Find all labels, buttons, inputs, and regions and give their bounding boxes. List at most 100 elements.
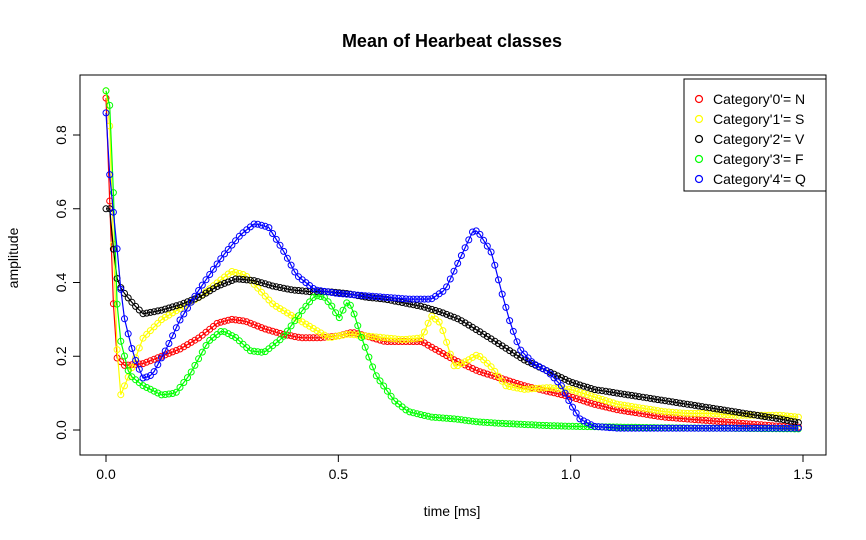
data-point bbox=[369, 363, 377, 371]
data-point bbox=[395, 335, 402, 343]
data-point bbox=[184, 341, 191, 349]
data-point bbox=[646, 394, 654, 402]
data-point bbox=[539, 421, 547, 429]
data-point bbox=[513, 351, 521, 359]
data-point bbox=[554, 422, 562, 430]
data-point bbox=[221, 328, 228, 336]
data-point bbox=[450, 313, 458, 321]
data-point bbox=[324, 298, 332, 306]
data-point bbox=[587, 421, 595, 429]
legend-label: Category'3'= F bbox=[713, 151, 804, 167]
data-point bbox=[258, 324, 265, 332]
data-point bbox=[639, 393, 647, 401]
data-point bbox=[561, 375, 569, 383]
data-point bbox=[343, 330, 351, 338]
data-point bbox=[465, 356, 473, 364]
data-point bbox=[750, 424, 758, 432]
data-point bbox=[765, 413, 773, 421]
data-point bbox=[158, 306, 165, 314]
data-point bbox=[720, 406, 728, 414]
data-point bbox=[791, 424, 799, 432]
data-point bbox=[280, 247, 288, 255]
data-point bbox=[398, 336, 406, 343]
data-point bbox=[683, 409, 691, 417]
data-point bbox=[269, 230, 277, 237]
data-point bbox=[313, 327, 321, 335]
data-point bbox=[502, 303, 510, 311]
data-point bbox=[594, 386, 602, 394]
y-tick-label: 0.6 bbox=[53, 199, 69, 219]
data-point bbox=[717, 424, 725, 432]
data-point bbox=[557, 382, 565, 390]
data-point bbox=[139, 334, 147, 342]
data-point bbox=[561, 389, 569, 397]
data-point bbox=[387, 334, 395, 342]
data-point bbox=[169, 390, 177, 397]
data-point bbox=[402, 299, 410, 307]
data-point bbox=[661, 397, 669, 405]
data-point bbox=[165, 390, 173, 398]
data-point bbox=[424, 295, 432, 303]
data-point bbox=[124, 294, 132, 302]
data-point bbox=[587, 392, 595, 400]
data-point bbox=[150, 355, 158, 363]
data-point bbox=[483, 419, 491, 426]
data-point bbox=[158, 354, 165, 362]
data-point bbox=[224, 316, 232, 324]
data-point bbox=[617, 390, 625, 398]
data-point bbox=[583, 398, 591, 406]
data-point bbox=[576, 388, 584, 396]
data-point bbox=[424, 412, 432, 420]
data-point bbox=[113, 346, 121, 354]
data-point bbox=[117, 391, 125, 399]
data-point bbox=[295, 333, 302, 341]
data-point bbox=[269, 282, 277, 290]
data-point bbox=[139, 374, 147, 382]
data-point bbox=[495, 340, 502, 348]
data-point bbox=[109, 208, 117, 216]
data-point bbox=[287, 322, 295, 330]
data-point bbox=[187, 298, 195, 306]
data-point bbox=[635, 404, 643, 412]
data-point bbox=[180, 343, 188, 351]
data-point bbox=[213, 260, 221, 268]
data-point bbox=[498, 342, 506, 350]
data-point bbox=[457, 252, 465, 259]
data-point bbox=[254, 322, 262, 330]
data-point bbox=[269, 327, 277, 335]
data-point bbox=[443, 414, 451, 422]
data-point bbox=[265, 281, 273, 289]
legend-marker bbox=[694, 134, 704, 144]
data-point bbox=[139, 310, 147, 318]
data-point bbox=[395, 294, 402, 302]
data-point bbox=[713, 410, 721, 418]
data-point bbox=[202, 276, 210, 284]
data-point bbox=[432, 307, 439, 314]
data-point bbox=[420, 328, 428, 336]
data-point bbox=[691, 401, 699, 409]
data-point bbox=[706, 424, 713, 432]
data-point bbox=[358, 291, 365, 299]
data-point bbox=[387, 392, 395, 400]
data-point bbox=[491, 419, 499, 427]
data-point bbox=[187, 338, 195, 346]
x-tick-label: 1.0 bbox=[561, 466, 581, 482]
series-4 bbox=[102, 109, 802, 432]
data-point bbox=[724, 424, 732, 432]
data-point bbox=[561, 422, 569, 430]
data-point bbox=[117, 285, 125, 293]
data-point bbox=[706, 404, 713, 412]
data-point bbox=[728, 424, 736, 432]
data-point bbox=[472, 326, 480, 334]
data-point bbox=[709, 410, 717, 418]
series-2 bbox=[102, 205, 802, 427]
data-point bbox=[576, 396, 584, 404]
data-point bbox=[606, 388, 613, 396]
y-tick-label: 0.4 bbox=[53, 273, 69, 293]
data-point bbox=[569, 386, 576, 394]
data-point bbox=[206, 287, 214, 295]
data-point bbox=[606, 398, 613, 406]
data-point bbox=[794, 424, 802, 432]
data-point bbox=[472, 351, 480, 359]
data-point bbox=[602, 397, 610, 405]
